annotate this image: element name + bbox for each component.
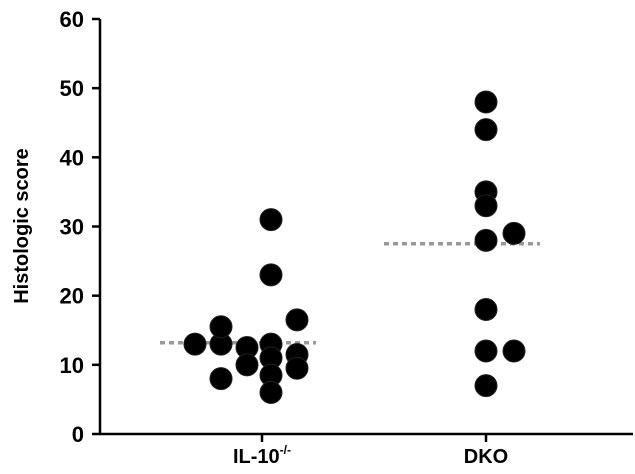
data-point	[259, 208, 283, 232]
data-point	[474, 374, 498, 398]
data-point	[259, 263, 283, 287]
y-tick-label: 10	[60, 353, 84, 378]
data-point	[474, 118, 498, 142]
data-point	[474, 339, 498, 363]
data-point	[474, 298, 498, 321]
data-point	[474, 228, 498, 252]
x-tick-label: IL-10-/-	[233, 443, 291, 468]
y-tick-label: 40	[60, 145, 84, 170]
data-point	[259, 381, 283, 404]
y-tick-label: 0	[72, 422, 84, 447]
x-tick-label: DKO	[464, 446, 508, 468]
data-points	[183, 90, 526, 404]
data-point	[235, 353, 259, 377]
data-point	[285, 308, 309, 332]
y-ticks: 0 10 20 30 40 50 60	[60, 7, 100, 447]
y-tick-label: 30	[60, 215, 84, 240]
axes	[98, 19, 633, 436]
y-tick-label: 60	[60, 7, 84, 32]
data-point	[209, 367, 233, 391]
y-axis-label: Histologic score	[11, 148, 33, 304]
y-tick-label: 20	[60, 284, 84, 309]
data-point	[502, 339, 526, 363]
x-ticks: IL-10-/- DKO	[233, 434, 508, 468]
y-tick-label: 50	[60, 76, 84, 101]
data-point	[209, 315, 233, 339]
data-point	[474, 90, 498, 114]
data-point	[183, 332, 207, 356]
data-point	[285, 356, 309, 380]
data-point	[474, 194, 498, 218]
data-point	[502, 221, 526, 245]
